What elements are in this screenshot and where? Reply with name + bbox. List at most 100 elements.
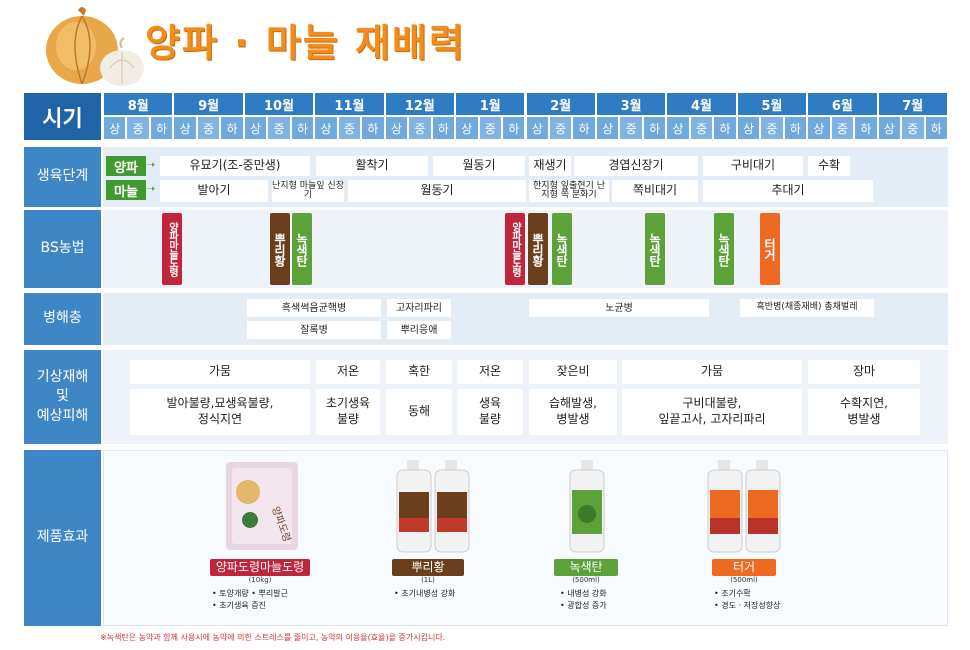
weather-effect: 구비대불량, 잎끝고사, 고자리파리 (622, 389, 802, 435)
product-name: 터거 (732, 559, 756, 574)
product-label: 녹색탄 (554, 559, 618, 576)
period-label: 하 (643, 117, 666, 139)
month-label: 12월 (385, 93, 455, 115)
product-effect: • 광합성 증가 (560, 601, 607, 610)
pest-item: 흑색썩음균핵병 (247, 299, 381, 317)
product-size: (10kg) (248, 576, 272, 584)
garlic-stage: 발아기 (160, 180, 268, 202)
period-label: 상 (737, 117, 760, 139)
weather-label-line: 예상피해 (36, 407, 89, 424)
onion-stage: 활착기 (316, 156, 428, 176)
garlic-stage: 쪽비대기 (612, 180, 698, 202)
period-label: 하 (362, 117, 384, 139)
period-label: 상 (808, 117, 830, 139)
period-label: 중 (338, 117, 361, 139)
product-effects: • 내병성 강화 • 광합성 증가 (560, 588, 660, 612)
bs-bar: 녹색탄 (292, 213, 312, 285)
bs-row-label: BS농법 (24, 210, 101, 288)
weather-effect: 습해발생, 병발생 (529, 389, 617, 435)
page-title: 양파 · 마늘 재배력 (145, 21, 466, 65)
footnote: ※녹색탄은 농약과 함께 사용시에 농약에 의한 스트레스를 줄이고, 농약의 … (100, 633, 446, 642)
month-label: 6월 (808, 93, 877, 115)
bs-bar: 터거 (760, 213, 780, 285)
product-effect: • 초기생육 증진 (212, 601, 266, 610)
garlic-tag: 마늘 (106, 180, 146, 200)
weather-row-label: 기상재해 및 예상피해 (24, 350, 101, 444)
product-name: 뿌리황 (411, 559, 445, 574)
period-label: 상 (526, 117, 548, 139)
onion-stage: 유묘기(조-중만생) (160, 156, 310, 176)
month-label: 8월 (104, 93, 173, 115)
month-header: 8월 상 중 하 9월 상 중 하 10월 상 중 하 11월 상 중 하 12월 상 중 하 1월 상 중 하 2월 상 중 하 3월… (103, 93, 948, 140)
product-effect: • 내병성 강화 (560, 589, 607, 598)
period-label: 중 (549, 117, 572, 139)
garlic-stage: 난지형 마늘잎 신장기 (272, 180, 344, 202)
period-label: 하 (150, 117, 173, 139)
product-label: 뿌리황 (392, 559, 464, 576)
onion-stage: 월동기 (433, 156, 525, 176)
period-label: 하 (432, 117, 455, 139)
fertilizer-bag-icon: 양파도령 (226, 462, 298, 550)
pest-item: 고자리파리 (387, 299, 451, 317)
product-size: (500ml) (730, 576, 758, 584)
weather-header: 잦은비 (529, 360, 617, 384)
month-label: 4월 (667, 93, 736, 115)
weather-effect: 수확지연, 병발생 (808, 389, 920, 435)
product-effects: • 초기내병성 강화 (394, 588, 504, 600)
period-label: 하 (221, 117, 243, 139)
month-label: 9월 (174, 93, 243, 115)
period-label: 하 (855, 117, 877, 139)
onion-tag: 양파 (106, 156, 146, 176)
weather-effect: 생육 불량 (457, 389, 523, 435)
onion-garlic-icon (46, 7, 144, 86)
period-label: 상 (596, 117, 619, 139)
period-label: 중 (620, 117, 642, 139)
period-label: 중 (690, 117, 713, 139)
pests-row-label: 병해충 (24, 293, 101, 345)
pest-item: 흑반병(채종재배) 총채벌레 (740, 299, 874, 317)
product-effect: • 토양개량 • 뿌리발근 (212, 589, 288, 598)
period-label: 하 (925, 117, 947, 139)
month-label: 11월 (315, 93, 384, 115)
weather-header: 저온 (457, 360, 523, 384)
period-label: 상 (104, 117, 126, 139)
period-label: 중 (409, 117, 431, 139)
period-label: 상 (385, 117, 408, 139)
month-label: 1월 (456, 93, 525, 115)
bottle-icon (569, 460, 605, 553)
weather-header: 혹한 (386, 360, 452, 384)
garlic-stage: 추대기 (703, 180, 873, 202)
bs-bar: 녹색탄 (645, 213, 665, 285)
onion-stage: 수확 (808, 156, 850, 176)
weather-effect: 초기생육 불량 (316, 389, 380, 435)
weather-header: 가뭄 (130, 360, 310, 384)
pest-item: 노균병 (529, 299, 709, 317)
month-label: 5월 (737, 93, 807, 115)
arrow-right-icon: ➝ (146, 158, 156, 171)
timeline-label: 시기 (24, 93, 101, 140)
period-label: 하 (503, 117, 525, 139)
onion-stage: 경엽신장기 (574, 156, 698, 176)
period-label: 상 (667, 117, 689, 139)
products-row-label: 제품효과 (24, 450, 101, 626)
period-label: 중 (127, 117, 149, 139)
product-name: 녹색탄 (569, 559, 603, 574)
weather-label-line: 및 (56, 388, 69, 405)
onion-stage: 구비대기 (703, 156, 803, 176)
period-label: 하 (573, 117, 595, 139)
bs-row-bg (103, 210, 948, 288)
product-label: 양파도령마늘도령 (210, 559, 310, 576)
product-size: (500ml) (572, 576, 600, 584)
bs-bar: 양파마늘도령 (162, 213, 182, 285)
product-label: 터거 (712, 559, 776, 576)
product-effect: • 경도 · 저장성향상 (714, 601, 781, 610)
weather-effect: 발아불량,묘생육불량, 정식지연 (130, 389, 310, 435)
weather-header: 가뭄 (622, 360, 802, 384)
bs-bar: 녹색탄 (552, 213, 572, 285)
period-label: 중 (761, 117, 783, 139)
period-label: 중 (831, 117, 854, 139)
weather-effect: 동해 (386, 389, 452, 435)
product-effect: • 초기내병성 강화 (394, 589, 456, 598)
bs-bar: 녹색탄 (714, 213, 734, 285)
month-label: 2월 (526, 93, 595, 115)
